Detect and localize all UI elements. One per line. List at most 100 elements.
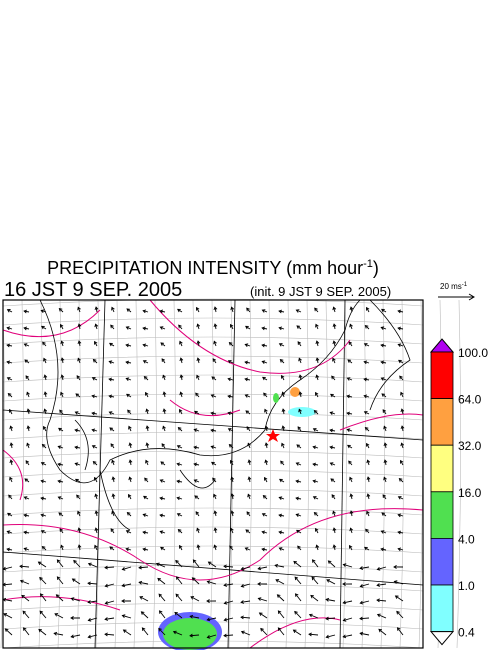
arrow-head bbox=[125, 343, 130, 348]
wind-arrow bbox=[195, 392, 200, 398]
wind-arrow bbox=[313, 409, 319, 415]
arrow-shaft bbox=[88, 634, 98, 638]
arrow-head bbox=[295, 496, 300, 501]
arrow-shaft bbox=[176, 576, 183, 585]
arrow-head bbox=[278, 530, 283, 535]
wind-arrow bbox=[315, 527, 319, 534]
wind-arrow bbox=[278, 513, 285, 518]
arrow-head bbox=[26, 442, 30, 447]
wind-arrow bbox=[312, 496, 319, 500]
arrow-head bbox=[91, 394, 96, 399]
arrow-head bbox=[359, 583, 364, 588]
map bbox=[0, 298, 461, 650]
wind-arrow bbox=[364, 324, 370, 330]
wind-arrow bbox=[400, 425, 405, 432]
wind-arrow bbox=[240, 583, 251, 588]
wind-arrow bbox=[400, 391, 404, 398]
arrow-head bbox=[230, 510, 235, 515]
wind-arrow bbox=[190, 596, 200, 602]
wind-arrow bbox=[125, 326, 132, 330]
wind-arrow bbox=[295, 309, 302, 313]
arrow-head bbox=[397, 326, 402, 331]
arrow-head bbox=[223, 600, 228, 605]
arrow-head bbox=[40, 479, 45, 484]
arrow-head bbox=[43, 357, 47, 362]
arrow-shaft bbox=[377, 614, 387, 619]
wind-arrow bbox=[60, 340, 65, 347]
arrow-head bbox=[179, 391, 184, 396]
arrow-shaft bbox=[240, 616, 251, 619]
wind-arrow bbox=[109, 427, 115, 432]
wind-arrow bbox=[56, 576, 64, 585]
arrow-head bbox=[3, 613, 8, 617]
wind-arrow bbox=[7, 392, 13, 398]
arrow-head bbox=[258, 612, 263, 616]
arrow-head bbox=[141, 627, 146, 632]
wind-arrow bbox=[329, 445, 336, 450]
arrow-head bbox=[94, 527, 99, 532]
wind-arrow bbox=[128, 459, 133, 466]
arrow-head bbox=[143, 495, 147, 500]
wind-arrow bbox=[364, 546, 370, 551]
wind-arrow bbox=[274, 563, 285, 568]
arrow-shaft bbox=[174, 612, 183, 619]
arrow-head bbox=[380, 530, 385, 534]
arrow-head bbox=[376, 566, 381, 571]
wind-arrow bbox=[380, 377, 387, 381]
grid-line bbox=[2, 507, 424, 516]
wind-arrow bbox=[230, 306, 235, 313]
arrow-head bbox=[142, 547, 147, 552]
arrow-shaft bbox=[189, 634, 200, 637]
wind-arrow bbox=[26, 442, 30, 449]
arrow-head bbox=[400, 391, 404, 396]
arrow-shaft bbox=[190, 596, 200, 602]
wind-arrow bbox=[126, 511, 132, 517]
arrow-head bbox=[261, 360, 266, 365]
arrow-shaft bbox=[88, 617, 98, 621]
arrow-head bbox=[213, 340, 217, 345]
arrow-head bbox=[138, 580, 143, 585]
arrow-head bbox=[128, 493, 132, 498]
arrow-head bbox=[298, 374, 303, 379]
wind-arrow bbox=[363, 394, 370, 399]
wind-arrow bbox=[23, 530, 30, 535]
arrow-head bbox=[77, 306, 81, 311]
arrow-head bbox=[364, 546, 368, 551]
wind-arrow bbox=[278, 530, 285, 535]
arrow-shaft bbox=[260, 628, 268, 636]
wind-arrow bbox=[315, 323, 319, 330]
arrow-head bbox=[213, 493, 217, 498]
wind-arrow bbox=[74, 428, 81, 433]
arrow-shaft bbox=[396, 611, 404, 619]
wind-arrow bbox=[41, 545, 47, 551]
wind-arrow bbox=[397, 343, 404, 347]
wind-arrow bbox=[196, 527, 200, 534]
colorbar-band bbox=[430, 398, 454, 446]
arrow-head bbox=[212, 477, 216, 482]
figure-title: PRECIPITATION INTENSITY (mm hour-1) bbox=[47, 258, 379, 278]
arrow-shaft bbox=[275, 579, 285, 585]
wind-arrow bbox=[211, 376, 217, 381]
wind-arrow bbox=[23, 326, 30, 331]
arrow-head bbox=[74, 462, 79, 467]
arrow-shaft bbox=[343, 564, 353, 568]
wind-arrow bbox=[311, 576, 319, 585]
wind-arrow bbox=[104, 565, 115, 570]
wind-arrow bbox=[175, 559, 183, 568]
arrow-head bbox=[38, 628, 42, 633]
wind-arrow bbox=[70, 597, 81, 602]
arrow-head bbox=[240, 630, 245, 635]
arrow-head bbox=[247, 459, 252, 464]
arrow-head bbox=[172, 630, 177, 635]
wind-arrow bbox=[9, 425, 14, 432]
grid-line bbox=[2, 298, 424, 307]
wind-arrow bbox=[176, 445, 183, 449]
arrow-shaft bbox=[394, 580, 404, 585]
wind-arrow bbox=[363, 377, 370, 382]
wind-arrow bbox=[346, 411, 353, 416]
wind-arrow bbox=[159, 496, 166, 501]
arrow-head bbox=[159, 496, 164, 501]
wind-arrow bbox=[38, 628, 47, 636]
arrow-head bbox=[162, 425, 166, 430]
arrow-head bbox=[329, 428, 334, 433]
